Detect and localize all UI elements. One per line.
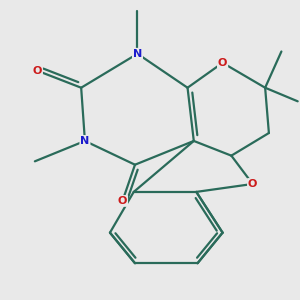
Text: N: N [133, 49, 142, 59]
Text: O: O [248, 179, 257, 189]
Text: O: O [118, 196, 127, 206]
Text: N: N [80, 136, 89, 146]
Text: O: O [218, 58, 227, 68]
Text: O: O [33, 66, 42, 76]
